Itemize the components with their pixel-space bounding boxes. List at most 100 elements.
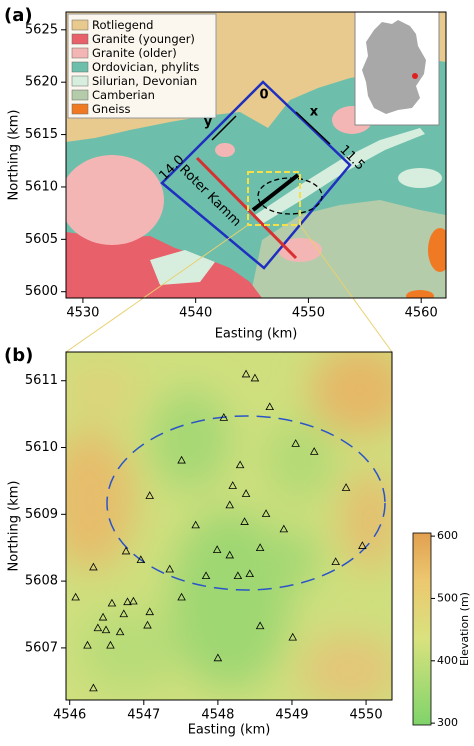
- station-marker: [145, 491, 155, 499]
- legend-swatch: [71, 103, 89, 115]
- inset-map: [354, 11, 440, 126]
- station-marker: [288, 632, 297, 641]
- station-marker: [212, 545, 222, 553]
- x-axis-label: Easting (km): [188, 723, 271, 738]
- legend-swatch: [71, 47, 89, 59]
- legend-label: Silurian, Devonian: [92, 74, 197, 88]
- station-marker: [165, 564, 175, 573]
- x-tick-label: 4546: [53, 708, 86, 723]
- x-tick-label: 4540: [179, 306, 212, 321]
- station-marker: [261, 509, 271, 517]
- colorbar-label: Elevation (m): [458, 592, 471, 666]
- legend-label: Rotliegend: [92, 18, 153, 32]
- legend-label: Gneiss: [92, 102, 130, 116]
- station-marker: [143, 620, 152, 629]
- station-marker: [191, 520, 200, 529]
- station-marker: [101, 625, 111, 634]
- y-tick-label: 5625: [25, 22, 58, 37]
- station-marker: [250, 373, 260, 382]
- station-marker: [235, 460, 245, 469]
- x-tick-label: 4547: [127, 708, 160, 723]
- station-marker: [121, 546, 131, 555]
- station-marker: [93, 623, 103, 632]
- station-marker: [358, 541, 367, 549]
- y-tick-label: 5607: [25, 640, 58, 655]
- station-marker: [279, 524, 289, 533]
- x-tick-label: 4560: [405, 306, 438, 321]
- station-marker: [83, 640, 92, 649]
- station-marker: [331, 557, 340, 566]
- y-tick-label: 5615: [25, 127, 58, 142]
- legend-label: Granite (older): [92, 46, 177, 60]
- plot-frame: [65, 351, 393, 701]
- annotation: x: [310, 105, 319, 120]
- legend-box: [67, 13, 217, 119]
- station-marker: [219, 413, 229, 421]
- y-tick-label: 5608: [25, 574, 58, 589]
- station-marker: [309, 447, 319, 455]
- legend-swatch: [71, 33, 89, 45]
- x-tick-label: 4549: [275, 708, 308, 723]
- station-marker: [98, 612, 108, 621]
- panel-label: (b): [4, 345, 33, 366]
- colorbar-tick-label: 500: [437, 591, 458, 604]
- station-marker: [255, 621, 265, 630]
- panel-label: (a): [4, 5, 33, 26]
- colorbar-tick-label: 300: [437, 716, 458, 729]
- annotation: 0: [259, 88, 268, 103]
- station-marker: [71, 592, 80, 601]
- station-marker: [177, 592, 186, 601]
- colorbar-tick-label: 600: [437, 529, 458, 542]
- y-tick-label: 5605: [25, 232, 58, 247]
- legend-label: Granite (younger): [92, 32, 195, 46]
- station-marker: [228, 481, 237, 489]
- station-marker: [245, 569, 255, 578]
- legend-swatch: [71, 75, 89, 87]
- station-marker: [106, 640, 115, 649]
- x-tick-label: 4550: [292, 306, 325, 321]
- y-tick-label: 5610: [25, 179, 58, 194]
- y-axis-label: Northing (km): [7, 110, 22, 201]
- y-axis-label: Northing (km): [7, 481, 22, 572]
- plot-frame: [65, 11, 447, 299]
- station-marker: [241, 489, 251, 497]
- station-marker: [129, 596, 138, 605]
- colorbar: [412, 532, 432, 726]
- x-tick-label: 4548: [201, 708, 234, 723]
- station-marker: [89, 683, 98, 692]
- station-marker: [89, 562, 98, 571]
- station-marker: [291, 439, 300, 447]
- x-tick-label: 4530: [66, 306, 99, 321]
- station-marker: [177, 455, 186, 464]
- station-marker: [265, 402, 275, 411]
- station-marker: [240, 517, 249, 525]
- profile-overlay: [65, 80, 393, 353]
- x-axis-label: Easting (km): [215, 327, 298, 342]
- y-tick-label: 5600: [25, 284, 58, 299]
- station-marker: [123, 597, 132, 606]
- colorbar-tick-label: 400: [437, 654, 458, 667]
- annotation: y: [204, 115, 213, 130]
- y-tick-label: 5610: [25, 440, 58, 455]
- elevation-field: [66, 352, 392, 700]
- legend-swatch: [71, 19, 89, 31]
- legend-label: Ordovician, phylits: [92, 60, 199, 74]
- station-marker: [241, 369, 251, 378]
- station-marker: [145, 607, 155, 616]
- station-marker: [107, 598, 117, 607]
- station-marker: [225, 550, 235, 559]
- station-marker: [341, 483, 351, 491]
- station-marker: [201, 571, 211, 580]
- y-tick-label: 5611: [25, 373, 58, 388]
- y-tick-label: 5609: [25, 507, 58, 522]
- station-marker: [255, 543, 265, 551]
- legend-label: Camberian: [92, 88, 155, 102]
- y-tick-label: 5620: [25, 75, 58, 90]
- station-marker: [115, 627, 125, 636]
- station-marker: [119, 609, 129, 618]
- legend-swatch: [71, 61, 89, 73]
- station-marker: [136, 555, 146, 564]
